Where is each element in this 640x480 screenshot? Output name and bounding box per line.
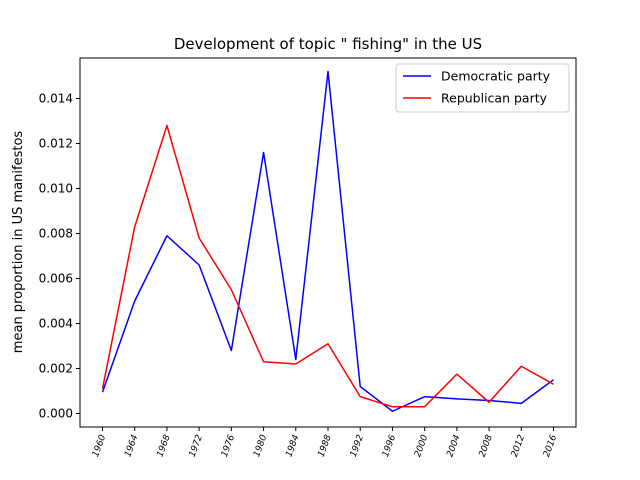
y-tick-label: 0.002 (39, 362, 73, 376)
x-tick-label: 2004 (445, 433, 462, 458)
x-tick-label: 1972 (188, 433, 205, 458)
series-line-republican-party (101, 124, 554, 408)
legend-box (395, 63, 570, 113)
x-axis: 1960 1964 1968 1972 1976 1980 1984 1988 1992 1996… (91, 427, 559, 459)
y-axis: 0.000 0.002 0.004 0.006 0.008 0.010 0.012 0.014 (39, 92, 80, 421)
series-line-democratic-party (101, 70, 554, 412)
x-tick-label: 2012 (510, 433, 527, 458)
x-tick-label: 1992 (349, 433, 366, 458)
x-tick-label: 1968 (156, 433, 173, 458)
x-tick-label: 2000 (413, 433, 430, 458)
plot-background (80, 58, 576, 427)
x-tick-label: 1964 (123, 433, 140, 458)
x-tick-label: 2008 (478, 433, 495, 458)
x-tick-label: 1980 (252, 433, 269, 458)
x-tick-label: 1960 (91, 433, 108, 458)
legend-label-democratic: Democratic party (441, 69, 551, 84)
y-tick-label: 0.010 (39, 182, 73, 196)
y-axis-label: mean proportion in US manifestos (11, 131, 26, 354)
y-tick-label: 0.014 (39, 92, 73, 106)
x-tick-label: 1976 (220, 433, 237, 458)
y-tick-label: 0.006 (39, 272, 73, 286)
legend: Democratic party Republican party (395, 63, 570, 113)
x-tick-label: 1988 (317, 433, 334, 458)
x-tick-label: 2016 (542, 433, 559, 458)
x-tick-label: 1984 (284, 433, 301, 458)
y-tick-label: 0.008 (39, 227, 73, 241)
y-tick-label: 0.012 (39, 137, 73, 151)
chart-title: Development of topic " fishing" in the U… (174, 35, 482, 53)
legend-label-republican: Republican party (441, 91, 548, 106)
y-tick-label: 0.004 (39, 317, 73, 331)
plot-frame (79, 57, 577, 428)
y-tick-label: 0.000 (39, 407, 73, 421)
series-lines (101, 70, 554, 412)
x-tick-label: 1996 (381, 433, 398, 458)
